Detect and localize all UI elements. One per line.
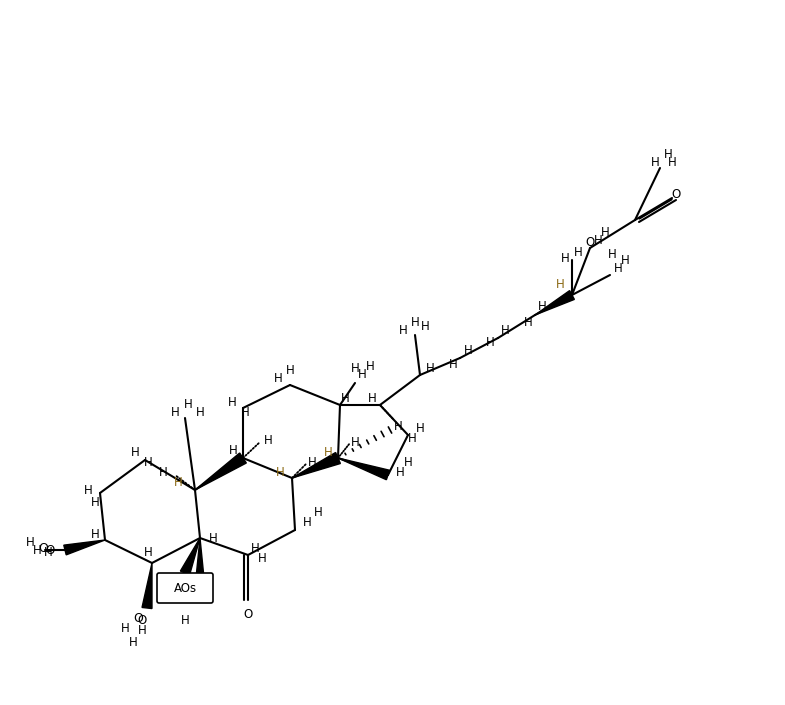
Text: H: H xyxy=(351,436,360,448)
Text: H: H xyxy=(264,434,272,446)
Polygon shape xyxy=(195,538,205,588)
Polygon shape xyxy=(181,538,200,575)
Text: H: H xyxy=(195,407,204,419)
Text: O: O xyxy=(133,611,143,625)
Text: H: H xyxy=(411,317,419,329)
Text: H: H xyxy=(486,336,495,350)
Text: H: H xyxy=(593,233,602,247)
Text: H: H xyxy=(323,446,332,460)
Text: H: H xyxy=(159,465,167,479)
Text: AOs: AOs xyxy=(173,582,196,594)
Text: O: O xyxy=(243,608,253,620)
Text: H: H xyxy=(538,300,546,314)
FancyBboxPatch shape xyxy=(157,573,213,603)
Text: O: O xyxy=(137,613,147,627)
Text: H: H xyxy=(274,372,283,384)
Text: H: H xyxy=(396,465,404,479)
Text: H: H xyxy=(574,245,582,259)
Text: H: H xyxy=(358,369,367,381)
Text: H: H xyxy=(403,455,412,469)
Text: H: H xyxy=(415,422,425,434)
Text: H: H xyxy=(303,517,312,529)
Text: H: H xyxy=(241,407,250,419)
Text: H: H xyxy=(121,622,130,635)
Text: H: H xyxy=(130,446,140,458)
Text: H: H xyxy=(26,537,35,549)
Text: H: H xyxy=(399,324,407,336)
Text: H: H xyxy=(84,484,93,496)
Text: H: H xyxy=(228,443,237,457)
Text: H: H xyxy=(560,252,569,264)
Polygon shape xyxy=(64,540,105,555)
Polygon shape xyxy=(292,453,341,478)
Text: H: H xyxy=(144,457,152,470)
Text: H: H xyxy=(464,343,473,357)
Text: H: H xyxy=(621,254,630,266)
Text: H: H xyxy=(173,477,182,489)
Text: H: H xyxy=(341,391,349,405)
Text: H: H xyxy=(144,546,152,560)
Text: H: H xyxy=(614,262,623,274)
Text: H: H xyxy=(651,156,659,168)
Text: H: H xyxy=(407,431,416,444)
Text: H: H xyxy=(524,316,532,329)
Text: H: H xyxy=(308,455,316,469)
Text: H: H xyxy=(90,529,100,541)
Text: H: H xyxy=(209,532,217,544)
Text: O: O xyxy=(38,541,48,555)
Text: H: H xyxy=(351,362,360,374)
Text: H: H xyxy=(184,398,192,412)
Text: H: H xyxy=(556,278,564,291)
Text: H: H xyxy=(181,613,189,627)
Polygon shape xyxy=(338,458,389,479)
Text: O: O xyxy=(46,544,55,556)
Text: H: H xyxy=(501,324,509,336)
Text: H: H xyxy=(276,465,284,479)
Text: H: H xyxy=(170,405,180,419)
Text: H: H xyxy=(129,637,137,649)
Text: H: H xyxy=(44,546,53,558)
Text: H: H xyxy=(137,623,146,637)
Text: H: H xyxy=(367,391,376,405)
Text: H: H xyxy=(90,496,100,510)
Text: H: H xyxy=(250,541,259,555)
Text: H: H xyxy=(286,364,294,376)
Text: H: H xyxy=(257,551,266,565)
Text: H: H xyxy=(448,359,458,372)
Text: O: O xyxy=(671,188,681,202)
Polygon shape xyxy=(142,563,152,608)
Text: H: H xyxy=(663,149,673,161)
Text: H: H xyxy=(667,157,677,169)
Polygon shape xyxy=(195,453,246,490)
Text: H: H xyxy=(33,544,42,556)
Polygon shape xyxy=(535,290,575,315)
Text: H: H xyxy=(314,505,323,518)
Text: H: H xyxy=(608,248,616,262)
Text: H: H xyxy=(228,396,236,408)
Text: H: H xyxy=(421,321,429,333)
Text: H: H xyxy=(425,362,434,374)
Text: H: H xyxy=(393,420,403,434)
Text: H: H xyxy=(601,226,609,238)
Text: O: O xyxy=(586,236,594,250)
Text: H: H xyxy=(366,360,374,374)
